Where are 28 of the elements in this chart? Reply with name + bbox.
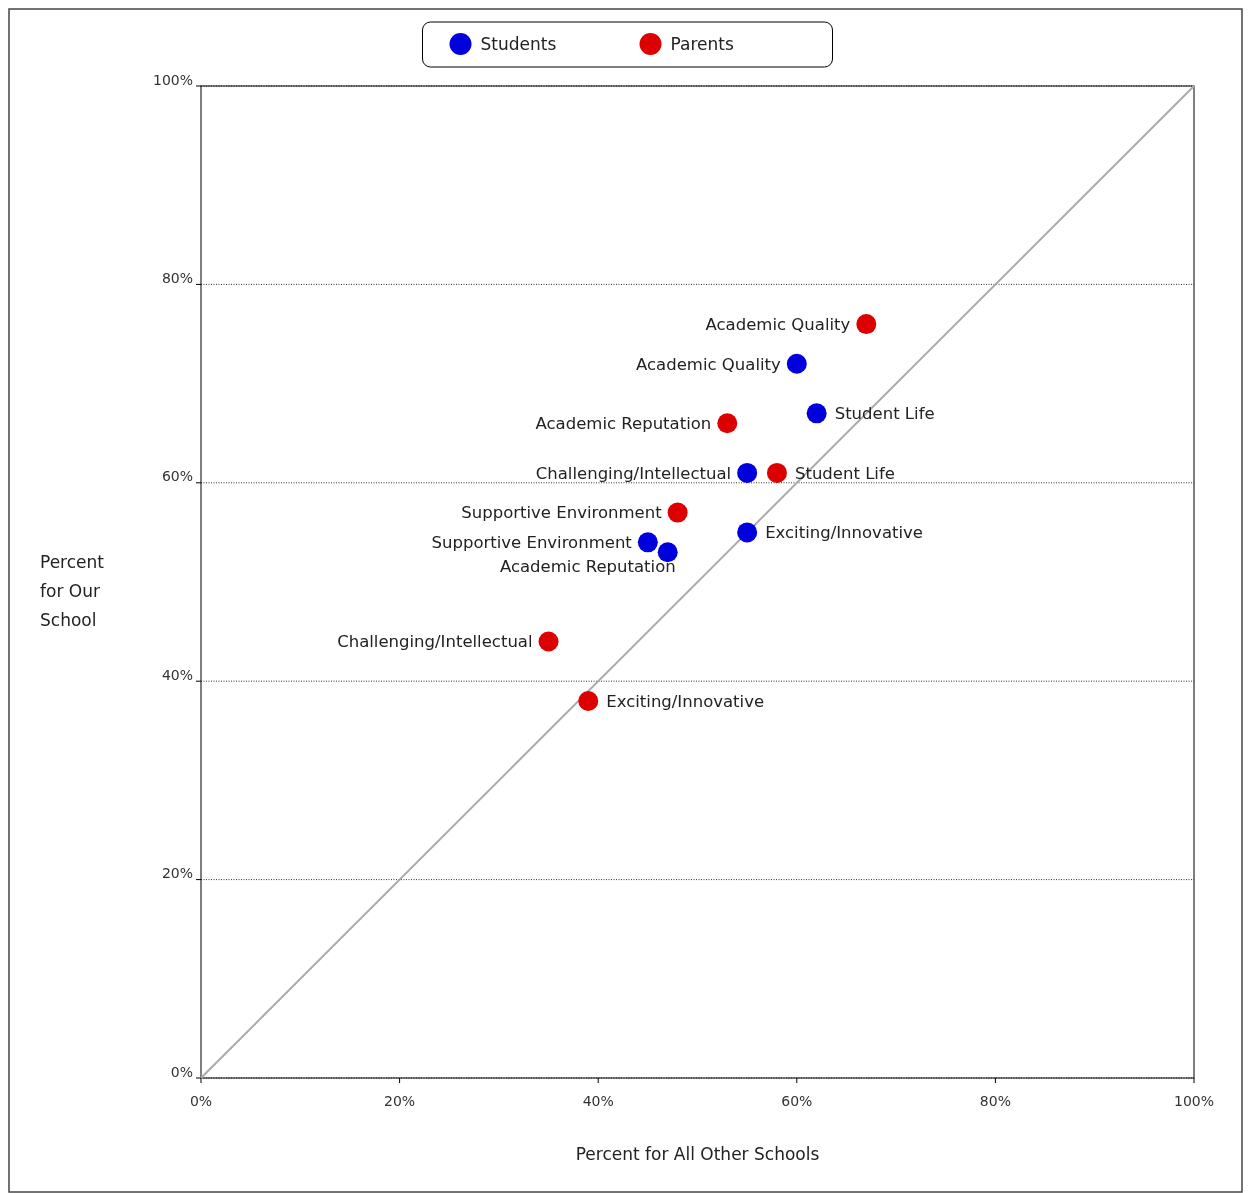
annotation: Challenging/Intellectual bbox=[535, 463, 732, 483]
x-axis-title: Percent for All Other Schools bbox=[575, 1144, 820, 1164]
annotation: Challenging/Intellectual bbox=[337, 632, 533, 652]
y-tick-label: 80% bbox=[161, 270, 193, 286]
x-tick-label: 80% bbox=[979, 1093, 1011, 1109]
annotation: Supportive Environment bbox=[461, 503, 663, 523]
x-tick-label: 100% bbox=[1173, 1093, 1215, 1109]
legend-label: Parents bbox=[670, 33, 734, 54]
annotation: Academic Reputation bbox=[499, 557, 676, 577]
annotation: Exciting/Innovative bbox=[765, 523, 923, 543]
y-axis-title: Percent for Our School bbox=[40, 552, 105, 630]
x-tick-label: 60% bbox=[781, 1093, 813, 1109]
annotation: Student Life bbox=[794, 463, 895, 483]
annotation: Academic Quality bbox=[636, 354, 782, 374]
x-tick-label: 20% bbox=[384, 1093, 416, 1109]
y-tick-label: 0% bbox=[170, 1063, 193, 1080]
x-tick-label: 0% bbox=[189, 1093, 213, 1109]
y-tick-label: 40% bbox=[161, 666, 193, 683]
annotation: Student Life bbox=[834, 404, 935, 424]
annotation: Supportive Environment bbox=[431, 533, 633, 553]
annotation: Academic Reputation bbox=[535, 414, 712, 434]
legend-label: Students bbox=[480, 33, 557, 54]
annotation: Academic Quality bbox=[705, 314, 851, 334]
y-tick-label: 60% bbox=[161, 468, 193, 485]
y-tick-label: 100% bbox=[152, 71, 193, 88]
y-tick-label: 20% bbox=[161, 865, 193, 882]
annotation: Exciting/Innovative bbox=[606, 691, 765, 711]
x-tick-label: 40% bbox=[582, 1093, 614, 1109]
